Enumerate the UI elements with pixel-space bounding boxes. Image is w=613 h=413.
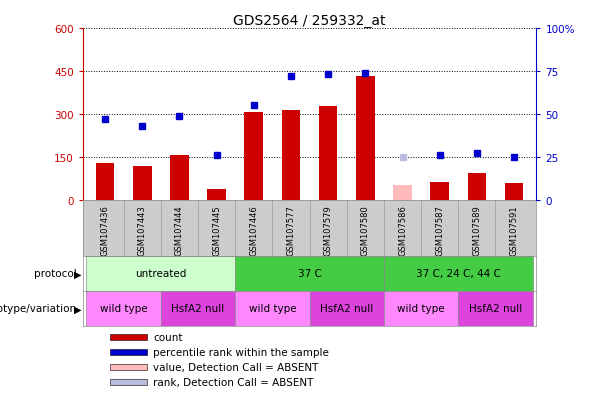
Bar — [170, 156, 189, 200]
Text: untreated: untreated — [135, 268, 186, 279]
Bar — [110, 380, 147, 385]
Bar — [133, 166, 151, 200]
Text: HsfA2 null: HsfA2 null — [320, 304, 373, 314]
Text: ▶: ▶ — [74, 304, 82, 314]
Text: GSM107589: GSM107589 — [473, 205, 481, 255]
Text: protocol: protocol — [34, 268, 80, 279]
Bar — [86, 291, 161, 326]
Text: GSM107445: GSM107445 — [212, 205, 221, 255]
Bar — [504, 184, 524, 200]
Text: 37 C: 37 C — [298, 268, 321, 279]
Bar — [110, 335, 147, 341]
Bar — [319, 107, 337, 200]
Text: percentile rank within the sample: percentile rank within the sample — [153, 348, 329, 358]
Text: value, Detection Call = ABSENT: value, Detection Call = ABSENT — [153, 363, 319, 373]
Bar — [459, 291, 533, 326]
Bar — [110, 365, 147, 370]
Bar — [245, 113, 263, 200]
Text: ▶: ▶ — [74, 268, 82, 279]
Text: rank, Detection Call = ABSENT: rank, Detection Call = ABSENT — [153, 377, 314, 387]
Bar — [110, 349, 147, 356]
Bar — [310, 291, 384, 326]
Text: HsfA2 null: HsfA2 null — [172, 304, 224, 314]
Bar — [207, 190, 226, 200]
Text: GSM107586: GSM107586 — [398, 205, 407, 256]
Text: GSM107577: GSM107577 — [286, 205, 295, 256]
Bar — [235, 256, 384, 291]
Bar — [468, 174, 486, 200]
Text: GSM107580: GSM107580 — [361, 205, 370, 255]
Text: GSM107446: GSM107446 — [249, 205, 258, 255]
Text: GSM107591: GSM107591 — [509, 205, 519, 255]
Text: count: count — [153, 332, 183, 342]
Bar — [161, 291, 235, 326]
Title: GDS2564 / 259332_at: GDS2564 / 259332_at — [234, 14, 386, 28]
Bar — [235, 291, 310, 326]
Bar — [430, 182, 449, 200]
Text: 37 C, 24 C, 44 C: 37 C, 24 C, 44 C — [416, 268, 501, 279]
Bar — [282, 111, 300, 200]
Bar — [356, 77, 375, 200]
Text: wild type: wild type — [100, 304, 148, 314]
Bar — [384, 291, 459, 326]
Text: GSM107579: GSM107579 — [324, 205, 333, 255]
Text: GSM107443: GSM107443 — [138, 205, 147, 255]
Text: genotype/variation: genotype/variation — [0, 304, 80, 314]
Bar — [384, 256, 533, 291]
Text: GSM107444: GSM107444 — [175, 205, 184, 255]
Text: wild type: wild type — [248, 304, 296, 314]
Bar — [96, 163, 115, 200]
Text: GSM107436: GSM107436 — [101, 205, 110, 256]
Text: GSM107587: GSM107587 — [435, 205, 444, 256]
Text: HsfA2 null: HsfA2 null — [469, 304, 522, 314]
Text: wild type: wild type — [397, 304, 445, 314]
Bar — [86, 256, 235, 291]
Bar — [393, 185, 412, 200]
